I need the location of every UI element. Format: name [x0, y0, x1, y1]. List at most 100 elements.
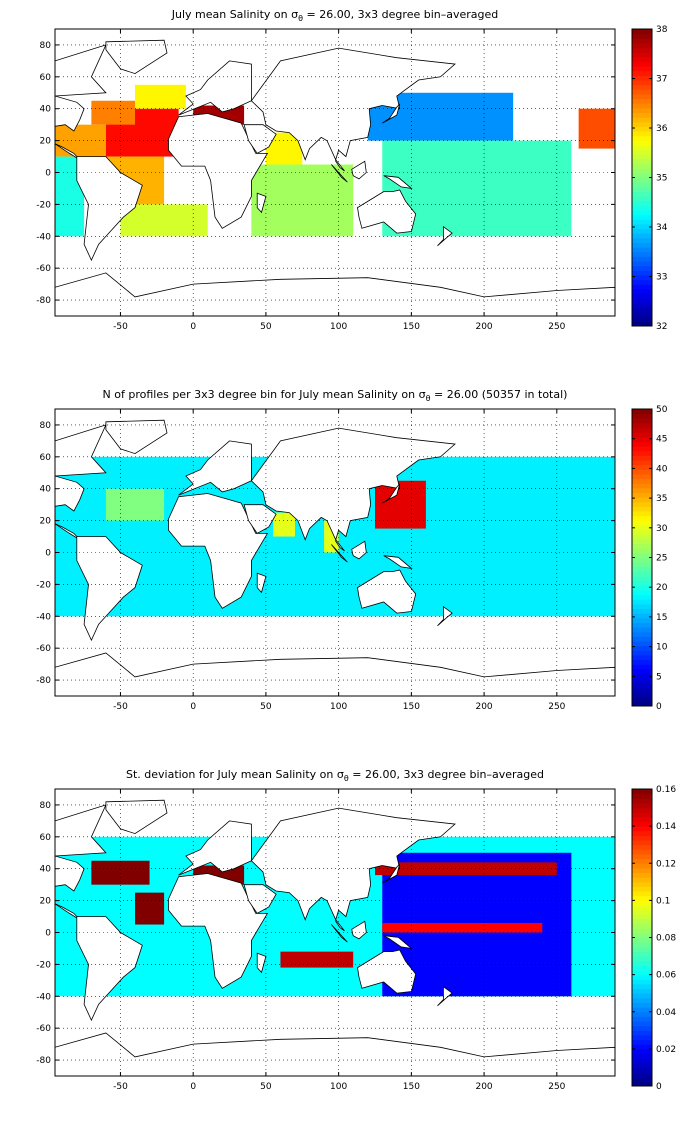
y-tick-label: 80	[40, 421, 52, 431]
colorbar-segment	[632, 515, 652, 521]
colorbar-segment	[632, 469, 652, 475]
x-tick-label: 50	[260, 702, 272, 712]
colorbar-tick-label: 5	[656, 672, 662, 682]
colorbar-segment	[632, 131, 652, 137]
x-tick-label: -50	[113, 1082, 128, 1092]
colorbar-segment	[632, 562, 652, 568]
title-sigma: σ	[337, 768, 344, 781]
colorbar-segment	[632, 895, 652, 901]
colorbar-segment	[632, 274, 652, 281]
y-tick-label: -40	[36, 992, 51, 1002]
heat-cell-8	[251, 164, 354, 237]
colorbar-tick-label: 37	[656, 75, 667, 85]
colorbar-segment	[632, 497, 652, 503]
colorbar-segment	[632, 914, 652, 920]
colorbar-segment	[632, 918, 652, 925]
colorbar-segment	[632, 126, 652, 132]
plot-body	[55, 419, 615, 696]
plot-body	[55, 799, 615, 1076]
land-japan	[382, 103, 401, 124]
y-tick-label: 40	[40, 865, 52, 875]
colorbar-segment	[632, 279, 652, 285]
colorbar-segment	[632, 617, 652, 623]
colorbar-tick-label: 0.14	[656, 822, 676, 832]
chart-panel-1: July mean Salinity on σθ = 26.00, 3x3 de…	[36, 8, 667, 332]
colorbar-segment	[632, 641, 652, 647]
colorbar-segment	[632, 93, 652, 100]
colorbar-segment	[632, 103, 652, 109]
land-borneo	[351, 160, 367, 180]
land-namerica	[55, 475, 85, 512]
colorbar-segment	[632, 316, 652, 322]
land-sumatra	[331, 164, 348, 183]
colorbar-segment	[632, 409, 652, 415]
colorbar-segment	[632, 789, 652, 795]
y-tick-label: 0	[45, 929, 51, 939]
heat-cell-4	[382, 922, 543, 933]
colorbar-segment	[632, 993, 652, 999]
heat-cell-5	[105, 488, 165, 521]
land-samerica	[76, 536, 143, 642]
land-asia	[250, 47, 456, 161]
heat-cell-3	[273, 512, 295, 537]
land-japan	[382, 483, 401, 504]
colorbar-segment	[632, 566, 652, 572]
colorbar-tick-label: 33	[656, 273, 667, 283]
colorbar-tick-label: 0.04	[656, 1008, 676, 1018]
land-newguinea	[383, 935, 413, 949]
y-tick-label: 60	[40, 73, 52, 83]
colorbar-segment	[632, 534, 652, 540]
colorbar-segment	[632, 38, 652, 44]
land-europe	[178, 820, 252, 876]
colorbar-segment	[632, 844, 652, 850]
title-prefix: St. deviation for July mean Salinity on	[126, 768, 337, 781]
y-tick-label: 0	[45, 169, 51, 179]
x-tick-label: 0	[190, 322, 196, 332]
colorbar-segment	[632, 413, 652, 419]
colorbar-segment	[632, 61, 652, 67]
colorbar-segment	[632, 557, 652, 563]
colorbar-segment	[632, 483, 652, 489]
heat-cell-7	[280, 951, 354, 968]
colorbar-tick-label: 34	[656, 223, 668, 233]
colorbar-segment	[632, 905, 652, 911]
heat-cell-3	[375, 862, 557, 876]
colorbar-segment	[632, 98, 652, 104]
colorbar-segment	[632, 33, 652, 39]
colorbar-segment	[632, 460, 652, 466]
colorbar-segment	[632, 182, 652, 188]
x-tick-label: 100	[330, 322, 347, 332]
land-australia	[357, 189, 417, 234]
heat-cell-13	[578, 108, 615, 149]
colorbar-segment	[632, 233, 652, 239]
land-arabia	[243, 884, 277, 914]
colorbar-segment	[632, 969, 652, 976]
colorbar-tick-label: 25	[656, 554, 667, 564]
colorbar-segment	[632, 1048, 652, 1055]
colorbar-tick-label: 0	[656, 702, 662, 712]
land-madagascar	[256, 572, 267, 594]
y-tick-label: -40	[36, 612, 51, 622]
land-samerica	[76, 156, 143, 262]
land-antarctica	[55, 652, 615, 696]
colorbar-segment	[632, 942, 652, 948]
land-borneo	[351, 920, 367, 940]
colorbar-tick-label: 35	[656, 494, 667, 504]
colorbar-segment	[632, 974, 652, 980]
colorbar-segment	[632, 1002, 652, 1008]
colorbar-segment	[632, 891, 652, 897]
x-tick-label: 100	[330, 1082, 347, 1092]
colorbar-segment	[632, 464, 652, 470]
colorbar-segment	[632, 117, 652, 123]
colorbar-segment	[632, 821, 652, 827]
colorbar-segment	[632, 1034, 652, 1041]
x-tick-label: -50	[113, 322, 128, 332]
heat-cell-6	[135, 892, 165, 925]
colorbar-tick-label: 15	[656, 613, 667, 623]
land-madagascar	[256, 192, 267, 214]
colorbar-segment	[632, 849, 652, 855]
colorbar-segment	[632, 900, 652, 906]
colorbar-segment	[632, 928, 652, 934]
colorbar-segment	[632, 552, 652, 558]
colorbar-segment	[632, 645, 652, 651]
